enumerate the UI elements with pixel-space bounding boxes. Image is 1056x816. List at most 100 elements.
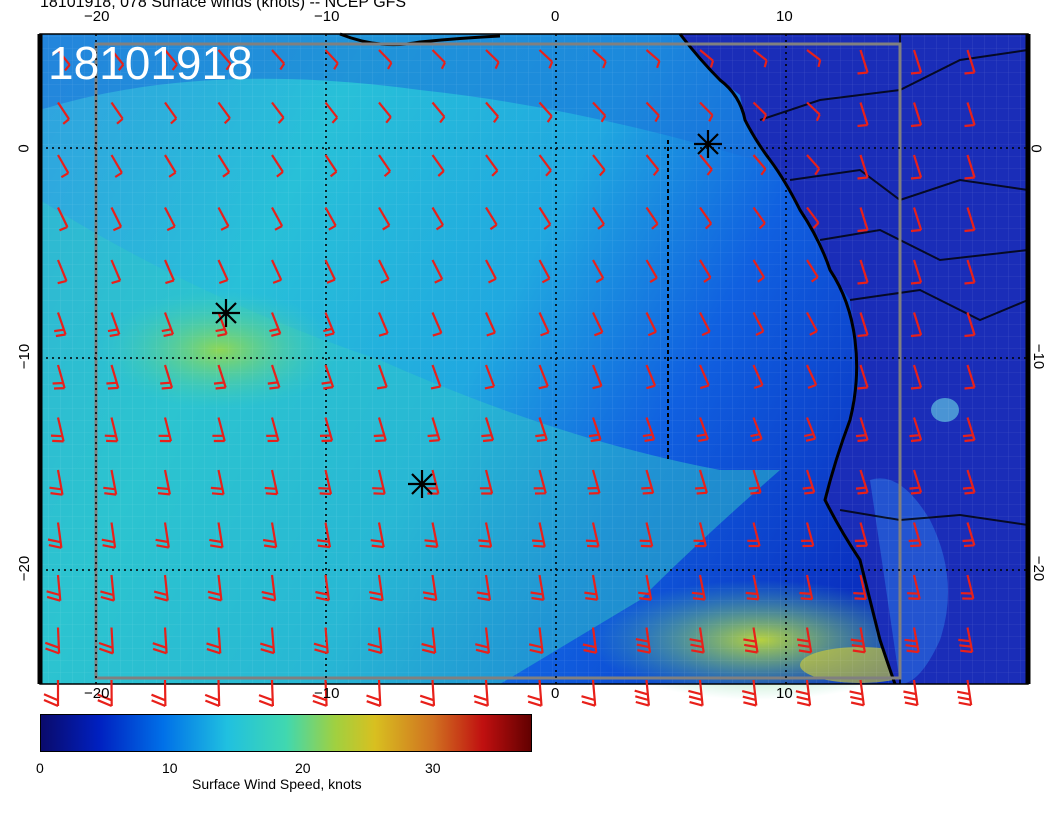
- wind-barb: [378, 101, 392, 124]
- wind-barb: [158, 417, 173, 443]
- wind-barb: [324, 154, 338, 178]
- wind-barb: [527, 679, 543, 707]
- wind-barb: [368, 574, 384, 602]
- map-field: [37, 32, 1031, 700]
- wind-barb: [641, 469, 655, 495]
- colorbar-fill: [40, 714, 532, 752]
- wind-barb: [217, 49, 232, 71]
- colorbar-tick: 10: [162, 760, 178, 776]
- wind-barb: [645, 206, 659, 230]
- wind-barb: [964, 102, 976, 128]
- wind-barb: [591, 364, 603, 390]
- wind-barb: [642, 417, 656, 442]
- star-marker: [212, 299, 240, 327]
- lon-tick-top: 10: [776, 8, 793, 25]
- wind-barb: [110, 259, 122, 285]
- wind-barb: [801, 522, 815, 548]
- wind-barb: [698, 364, 710, 390]
- wind-barb: [424, 522, 439, 548]
- wind-barb: [267, 364, 281, 390]
- wind-barb: [110, 207, 123, 232]
- wind-barb: [366, 679, 382, 707]
- wind-barb: [372, 469, 386, 495]
- wind-barb: [538, 364, 549, 390]
- wind-barb: [212, 417, 226, 443]
- wind-barb: [269, 312, 282, 337]
- wind-barb: [271, 101, 285, 124]
- wind-barb: [313, 627, 329, 655]
- wind-barb: [97, 679, 113, 708]
- lon-tick-top: 0: [551, 8, 560, 25]
- wind-barb: [104, 417, 119, 443]
- wind-barb: [806, 101, 821, 122]
- wind-barb: [538, 312, 550, 337]
- wind-barb: [427, 417, 441, 443]
- wind-barb: [745, 574, 760, 601]
- wind-barb: [324, 206, 337, 231]
- wind-barb: [54, 312, 67, 338]
- wind-barb: [592, 312, 604, 337]
- wind-barb: [795, 679, 812, 707]
- wind-barb: [699, 49, 715, 68]
- wind-barb: [164, 101, 178, 125]
- wind-barb: [421, 627, 437, 655]
- wind-barb: [638, 574, 653, 601]
- wind-barb: [164, 49, 178, 71]
- wind-barb: [110, 101, 124, 125]
- wind-barb: [419, 679, 436, 707]
- wind-barb: [485, 154, 499, 177]
- wind-barb: [538, 49, 554, 69]
- lon-tick-bottom: −10: [314, 685, 340, 702]
- wind-barb: [532, 522, 546, 548]
- wind-barb: [962, 522, 976, 548]
- wind-barb: [752, 101, 768, 122]
- wind-barb: [907, 574, 921, 600]
- wind-barb: [271, 259, 283, 284]
- wind-barb: [264, 469, 279, 496]
- wind-barb: [324, 49, 339, 70]
- star-marker: [694, 130, 722, 158]
- wind-barb: [473, 679, 489, 707]
- wind-barb: [752, 154, 767, 176]
- wind-barb: [215, 312, 228, 337]
- wind-barb: [478, 522, 493, 548]
- wind-barb: [485, 49, 500, 70]
- wind-barb: [262, 522, 278, 549]
- wind-barb: [535, 417, 548, 443]
- wind-barb: [210, 469, 225, 496]
- wind-barb: [57, 101, 70, 125]
- wind-barb: [57, 154, 70, 179]
- wind-barb: [582, 627, 598, 654]
- wind-barb: [422, 574, 438, 602]
- wind-barb: [741, 679, 758, 707]
- wind-barb: [799, 574, 814, 601]
- wind-barb: [321, 364, 335, 390]
- wind-barb: [588, 417, 602, 443]
- lat-tick-right: 0: [1027, 144, 1045, 153]
- wind-barb: [207, 574, 223, 602]
- wind-barb: [431, 154, 445, 177]
- wind-barb: [695, 469, 708, 495]
- wind-barb: [857, 364, 869, 390]
- wind-barb: [964, 49, 976, 75]
- wind-barb: [699, 154, 713, 176]
- wind-barb: [315, 574, 330, 602]
- wind-barb: [217, 154, 231, 178]
- wind-barb: [484, 312, 497, 337]
- wind-barb: [431, 259, 444, 284]
- wind-barb: [743, 627, 759, 654]
- wind-barb: [430, 364, 442, 390]
- wind-barb: [206, 627, 222, 655]
- wind-barb: [377, 312, 389, 337]
- wind-barb: [806, 49, 822, 68]
- wind-barb: [538, 206, 552, 230]
- wind-barb: [854, 522, 869, 548]
- lon-tick-top: −20: [84, 8, 110, 25]
- wind-barb: [431, 206, 444, 231]
- wind-barb: [110, 154, 123, 178]
- wind-barb: [855, 469, 869, 495]
- wind-barb: [431, 312, 443, 337]
- lat-tick-left: 0: [15, 144, 33, 153]
- wind-barb: [44, 627, 61, 655]
- wind-barb: [910, 102, 923, 128]
